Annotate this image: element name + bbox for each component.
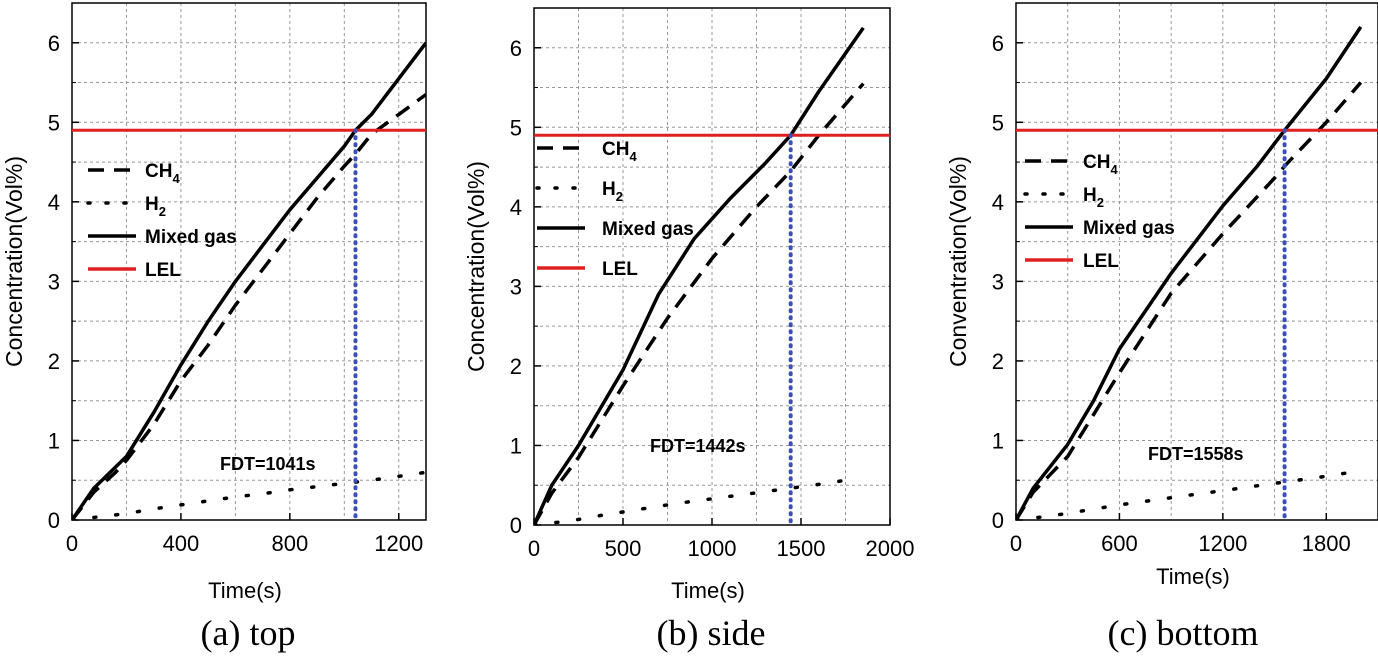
x-tick-label: 0 xyxy=(528,536,540,561)
y-tick-label: 3 xyxy=(48,269,60,294)
series-line-ch4 xyxy=(534,82,865,525)
legend: CH4 H2 Mixed gas LEL xyxy=(535,139,694,280)
legend-label-h2: H2 xyxy=(145,194,166,219)
y-tick-label: 4 xyxy=(992,190,1004,215)
y-axis-label: Conventration(Vol%) xyxy=(945,156,971,367)
y-tick-label: 0 xyxy=(48,508,60,533)
y-tick-label: 3 xyxy=(510,274,522,299)
x-tick-label: 500 xyxy=(605,536,642,561)
y-tick-label: 2 xyxy=(992,349,1004,374)
plot-frame xyxy=(1015,2,1378,521)
series-line-mixed-gas xyxy=(72,41,426,520)
y-tick-label: 4 xyxy=(48,190,60,215)
y-tick-label: 3 xyxy=(992,269,1004,294)
legend-label-mixed-gas: Mixed gas xyxy=(1083,218,1175,239)
chart-panel-c: 0 1 2 3 4 5 6 0 600 1200 1800 Time(s) Conventration(… xyxy=(945,2,1378,589)
legend-label-h2: H2 xyxy=(1083,185,1104,210)
y-tick-label: 6 xyxy=(510,36,522,61)
x-tick-label: 1200 xyxy=(374,531,423,556)
y-tick-label: 1 xyxy=(992,428,1004,453)
x-tick-label: 2000 xyxy=(866,536,915,561)
legend-label-ch4: CH4 xyxy=(145,161,180,186)
legend-label-lel: LEL xyxy=(145,260,181,281)
y-axis-label: Concentration(Vol%) xyxy=(1,156,27,367)
caption-panel-b: (b) side xyxy=(656,613,766,653)
x-tick-label: 1200 xyxy=(1198,531,1247,556)
x-axis-label: Time(s) xyxy=(671,578,745,603)
x-tick-label: 1500 xyxy=(777,536,826,561)
y-tick-label: 1 xyxy=(510,433,522,458)
x-tick-label: 400 xyxy=(163,531,200,556)
legend-label-subscript: 4 xyxy=(1110,162,1118,177)
series-line-h2 xyxy=(72,470,426,520)
series-line-mixed-gas xyxy=(534,26,865,525)
fdt-label: FDT=1041s xyxy=(220,454,316,474)
series-line-ch4 xyxy=(1016,81,1363,520)
legend: CH4 H2 Mixed gas LEL xyxy=(1023,152,1175,272)
y-tick-label: 4 xyxy=(510,195,522,220)
legend-label-mixed-gas: Mixed gas xyxy=(145,227,237,248)
x-tick-label: 600 xyxy=(1101,531,1138,556)
legend-label-subscript: 4 xyxy=(172,171,180,186)
caption-panel-c: (c) bottom xyxy=(1107,613,1259,653)
y-axis-label: Concentration(Vol%) xyxy=(463,161,489,372)
plot-frame xyxy=(71,2,427,521)
chart-panel-a: 0 1 2 3 4 5 6 0 400 800 1200 Time(s) Concentration(V… xyxy=(1,2,427,603)
x-tick-label: 800 xyxy=(271,531,308,556)
legend-label-subscript: 4 xyxy=(629,149,637,164)
legend-label-ch4: CH4 xyxy=(602,139,637,164)
legend-label-subscript: 2 xyxy=(159,204,166,219)
fdt-label: FDT=1558s xyxy=(1148,444,1244,464)
x-tick-label: 1000 xyxy=(688,536,737,561)
y-tick-label: 5 xyxy=(48,110,60,135)
legend-label-mixed-gas: Mixed gas xyxy=(602,219,694,240)
y-tick-label: 6 xyxy=(48,31,60,56)
series-line-mixed-gas xyxy=(1016,25,1363,520)
y-tick-label: 5 xyxy=(510,115,522,140)
x-tick-label: 0 xyxy=(66,531,78,556)
legend-label-h2: H2 xyxy=(602,179,623,204)
fdt-label: FDT=1442s xyxy=(650,436,746,456)
legend-label-ch4: CH4 xyxy=(1083,152,1118,177)
legend-label-lel: LEL xyxy=(1083,251,1119,272)
legend-label-subscript: 2 xyxy=(616,189,623,204)
x-axis-label: Time(s) xyxy=(208,578,282,603)
x-tick-label: 0 xyxy=(1010,531,1022,556)
series-line-h2 xyxy=(534,477,857,525)
legend-label-subscript: 2 xyxy=(1097,195,1104,210)
y-tick-label: 5 xyxy=(992,110,1004,135)
caption-panel-a: (a) top xyxy=(200,613,296,653)
y-tick-label: 0 xyxy=(510,513,522,538)
x-tick-label: 1800 xyxy=(1302,531,1351,556)
x-axis-label: Time(s) xyxy=(1156,564,1230,589)
y-tick-label: 6 xyxy=(992,31,1004,56)
y-tick-label: 2 xyxy=(510,354,522,379)
series-line-ch4 xyxy=(72,93,426,520)
legend: CH4 H2 Mixed gas LEL xyxy=(86,161,237,281)
y-tick-label: 2 xyxy=(48,349,60,374)
y-tick-label: 1 xyxy=(48,428,60,453)
chart-panel-b: 0 1 2 3 4 5 6 0 500 1000 1500 2000 Time(s) Concentrat… xyxy=(463,7,915,603)
legend-label-lel: LEL xyxy=(602,259,638,280)
y-tick-label: 0 xyxy=(992,508,1004,533)
